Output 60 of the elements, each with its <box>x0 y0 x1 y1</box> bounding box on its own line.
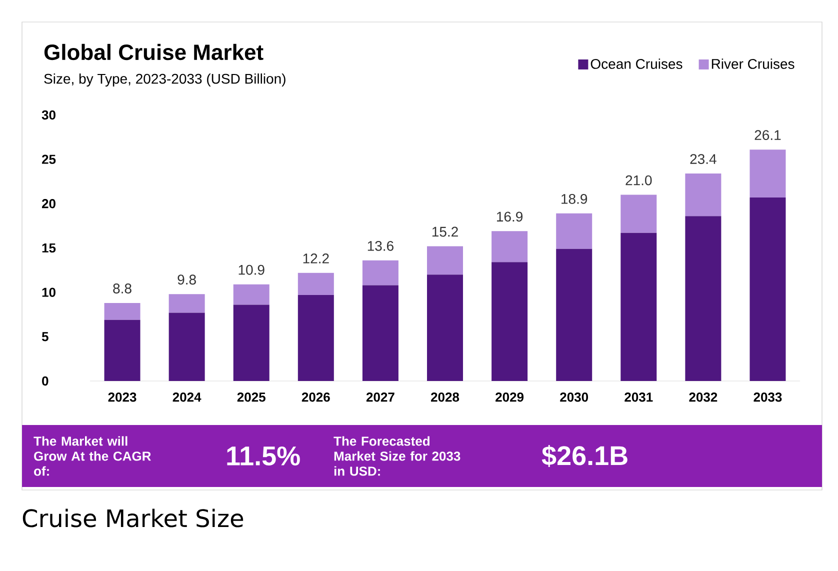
x-tick-label: 2030 <box>560 392 588 402</box>
bar <box>362 260 398 286</box>
bar <box>298 272 334 295</box>
x-tick-label: 2027 <box>366 392 394 402</box>
y-tick-label: 5 <box>42 332 48 342</box>
x-tick-label: 2028 <box>431 392 460 402</box>
total-label: 18.9 <box>562 194 588 204</box>
y-tick-label: 10 <box>42 288 56 297</box>
y-tick-label: 30 <box>42 110 56 120</box>
text: The Market will Grow At the CAGR of: <box>34 436 151 476</box>
x-tick-label: 2031 <box>624 392 653 402</box>
chart-subtitle: Size, by Type, 2023-2033 (USD Billion) <box>44 73 286 87</box>
x-tick-label: 2023 <box>108 392 136 402</box>
text: The Forecasted Market Size for 2033 in USD: <box>334 436 460 476</box>
bar <box>233 284 270 305</box>
x-tick-label: 2029 <box>496 392 524 402</box>
bar <box>233 304 270 381</box>
bar <box>104 320 140 381</box>
x-tick-label: 2032 <box>689 392 718 402</box>
bar <box>492 262 528 381</box>
bar <box>168 312 205 381</box>
total-label: 9.8 <box>178 274 196 285</box>
total-label: 13.6 <box>368 240 394 251</box>
text: 11.5% <box>227 446 300 466</box>
x-tick-label: 2033 <box>754 392 782 402</box>
bar <box>685 174 722 216</box>
y-tick-label: 15 <box>42 243 56 253</box>
y-tick-label: 20 <box>42 199 56 208</box>
text: $26.1B <box>542 444 628 468</box>
bar <box>427 246 464 275</box>
bar <box>168 294 205 313</box>
x-tick-label: 2026 <box>302 392 330 402</box>
total-label: 15.2 <box>432 226 458 237</box>
bar <box>556 213 592 249</box>
bar <box>362 285 398 381</box>
legend-label: River Cruises <box>712 58 794 69</box>
legend-label: Ocean Cruises <box>590 58 682 69</box>
x-tick-label: 2024 <box>172 392 202 402</box>
total-label: 12.2 <box>303 254 329 264</box>
bar <box>685 216 722 381</box>
total-label: 26.1 <box>754 130 781 140</box>
total-label: 23.4 <box>690 154 716 164</box>
total-label: 21.0 <box>626 175 652 186</box>
chart-title: Global Cruise Market <box>44 44 264 60</box>
x-tick-label: 2025 <box>237 392 266 402</box>
bar <box>298 294 334 381</box>
bar <box>427 274 464 381</box>
text: Cruise Market Size <box>22 508 244 528</box>
bar <box>750 150 786 198</box>
bar <box>556 248 592 381</box>
total-label: 16.9 <box>496 212 523 222</box>
y-tick-label: 25 <box>42 154 56 164</box>
bar <box>492 231 528 262</box>
bar <box>750 197 786 381</box>
y-tick-label: 0 <box>42 376 48 386</box>
bar <box>620 194 657 233</box>
total-label: 8.8 <box>113 284 132 294</box>
bar <box>620 232 657 381</box>
bar <box>104 302 140 320</box>
total-label: 10.9 <box>238 264 264 275</box>
